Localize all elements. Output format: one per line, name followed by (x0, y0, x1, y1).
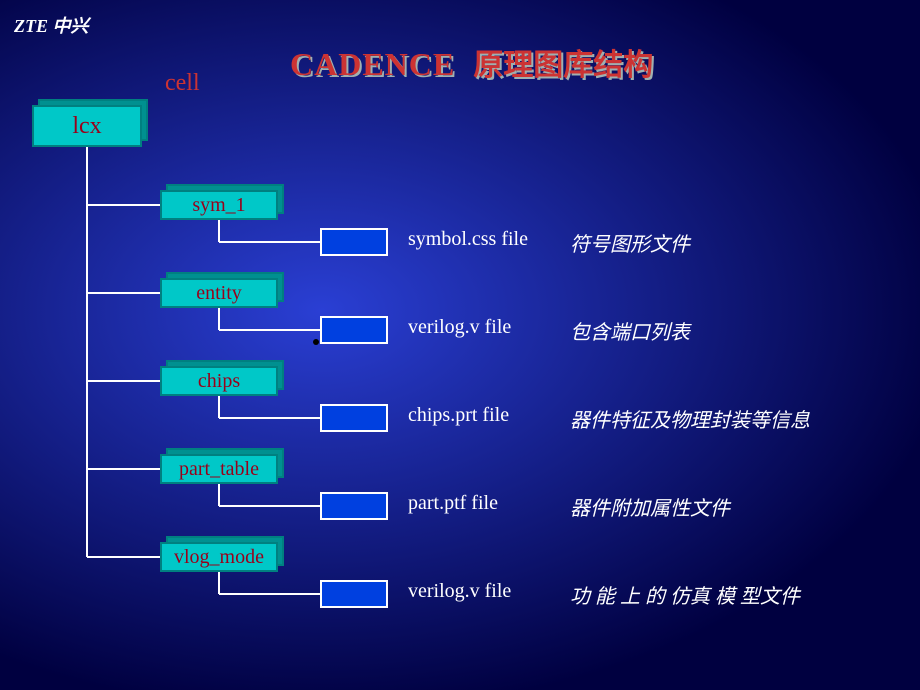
folder-node-vlogmode: vlog_mode (160, 542, 278, 572)
file-name-en: symbol.css file (408, 228, 528, 251)
folder-node-entity: entity (160, 278, 278, 308)
file-name-en: verilog.v file (408, 316, 511, 339)
file-name-zh: 包含端口列表 (570, 316, 690, 345)
folder-node-chips: chips (160, 366, 278, 396)
file-box (320, 228, 388, 256)
file-name-zh: 器件特征及物理封装等信息 (570, 404, 810, 433)
folder-label: vlog_mode (174, 546, 264, 569)
root-node-label: lcx (72, 113, 101, 140)
file-box (320, 492, 388, 520)
file-name-en: part.ptf file (408, 492, 498, 515)
folder-label: part_table (179, 458, 259, 481)
file-name-en: verilog.v file (408, 580, 511, 603)
file-name-en: chips.prt file (408, 404, 509, 427)
brand-label: ZTE 中兴 (14, 12, 89, 38)
folder-node-sym1: sym_1 (160, 190, 278, 220)
diagram-stage: ZTE 中兴 CADENCE 原理图库结构 cell lcx sym_1 ent… (0, 0, 920, 690)
file-name-zh: 功 能 上 的 仿真 模 型文件 (570, 580, 800, 609)
file-box (320, 316, 388, 344)
folder-node-parttable: part_table (160, 454, 278, 484)
title-main: CADENCE (290, 46, 455, 82)
folder-label: chips (198, 370, 240, 393)
slide-title: CADENCE 原理图库结构 (290, 40, 653, 84)
file-name-zh: 器件附加属性文件 (570, 492, 730, 521)
folder-label: entity (196, 282, 242, 305)
root-node: lcx (32, 105, 142, 147)
file-box (320, 404, 388, 432)
cell-label: cell (165, 70, 200, 97)
file-name-zh: 符号图形文件 (570, 228, 690, 257)
title-sub: 原理图库结构 (473, 49, 653, 82)
file-box (320, 580, 388, 608)
folder-label: sym_1 (192, 194, 245, 217)
